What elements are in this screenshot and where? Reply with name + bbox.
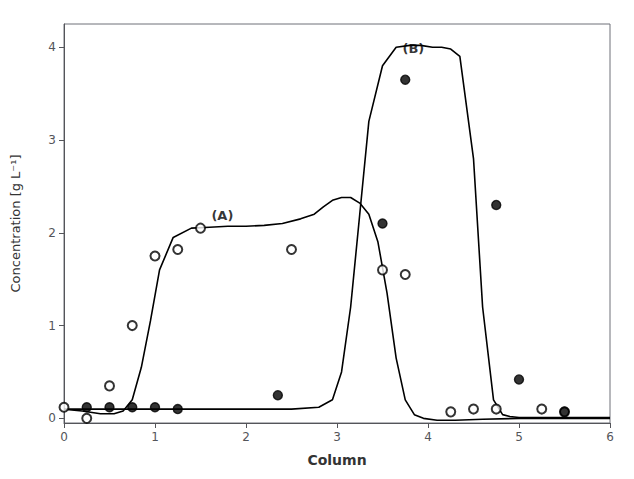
svg-text:(B): (B) — [403, 41, 425, 56]
svg-text:Concentration [g L⁻¹]: Concentration [g L⁻¹] — [8, 155, 23, 293]
svg-text:2: 2 — [48, 226, 56, 240]
svg-text:0: 0 — [60, 430, 68, 444]
svg-text:Column: Column — [307, 452, 366, 468]
svg-text:6: 6 — [606, 430, 614, 444]
svg-text:(A): (A) — [211, 208, 233, 223]
svg-text:0: 0 — [48, 411, 56, 425]
svg-text:4: 4 — [48, 40, 56, 54]
svg-text:2: 2 — [242, 430, 250, 444]
svg-text:4: 4 — [424, 430, 432, 444]
svg-text:3: 3 — [48, 133, 56, 147]
svg-text:1: 1 — [151, 430, 159, 444]
svg-text:1: 1 — [48, 319, 56, 333]
svg-text:3: 3 — [333, 430, 341, 444]
svg-text:5: 5 — [515, 430, 523, 444]
